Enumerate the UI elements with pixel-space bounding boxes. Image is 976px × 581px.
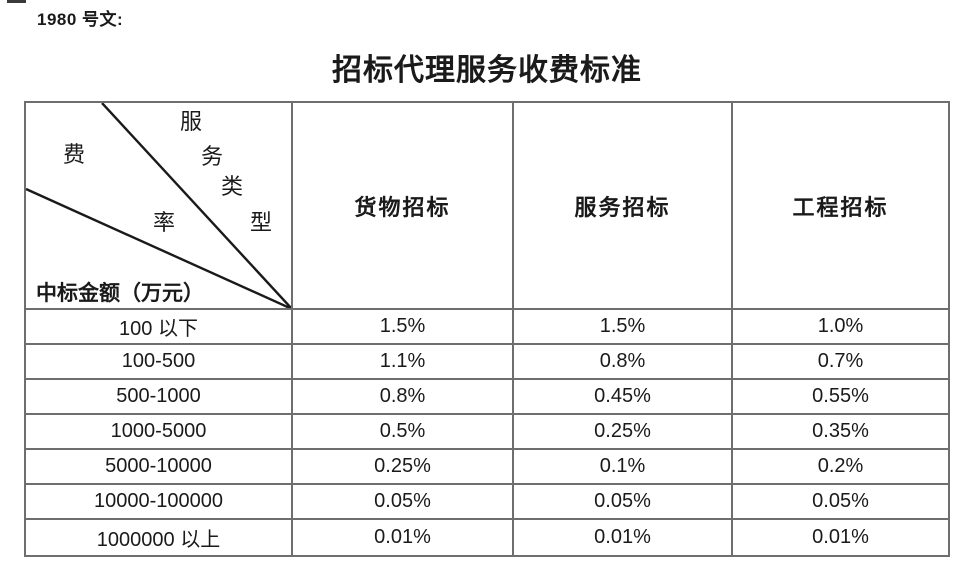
corner-diagonal-lines <box>26 103 291 308</box>
corner-type-axis-char: 型 <box>249 210 273 235</box>
services-rate-cell: 0.25% <box>514 415 733 450</box>
corner-rate-axis-char: 费 <box>62 142 86 167</box>
corner-rate-axis-char: 率 <box>152 210 176 235</box>
goods-rate-cell: 0.05% <box>293 485 514 520</box>
document-reference: 1980 号文: <box>37 10 124 29</box>
amount-range-cell: 1000000 以上 <box>26 520 293 555</box>
services-rate-cell: 0.05% <box>514 485 733 520</box>
engineering-rate-cell: 0.05% <box>733 485 948 520</box>
column-header-engineering: 工程招标 <box>733 103 948 310</box>
column-header-goods: 货物招标 <box>293 103 514 310</box>
corner-type-axis-char: 服 <box>179 109 203 134</box>
goods-rate-cell: 0.01% <box>293 520 514 555</box>
engineering-rate-cell: 0.35% <box>733 415 948 450</box>
amount-range-cell: 500-1000 <box>26 380 293 415</box>
fee-standard-table: 服 务 类 型 费 率 中标金额（万元） 货物招标 服务招标 工程招标 100 … <box>24 101 950 557</box>
engineering-rate-cell: 0.7% <box>733 345 948 380</box>
goods-rate-cell: 1.5% <box>293 310 514 345</box>
amount-range-cell: 5000-10000 <box>26 450 293 485</box>
engineering-rate-cell: 0.01% <box>812 526 869 548</box>
engineering-rate-cell: 1.0% <box>733 310 948 345</box>
page-title: 招标代理服务收费标准 <box>332 54 642 87</box>
column-header-services: 服务招标 <box>514 103 733 310</box>
amount-range-cell: 100-500 <box>26 345 293 380</box>
amount-range-cell: 10000-100000 <box>26 485 293 520</box>
table-corner-cell: 服 务 类 型 费 率 中标金额（万元） <box>26 103 293 310</box>
amount-range-cell: 100 以下 <box>26 310 293 345</box>
corner-row-axis-label: 中标金额（万元） <box>36 281 204 305</box>
engineering-rate-cell: 0.55% <box>733 380 948 415</box>
services-rate-cell: 0.45% <box>514 380 733 415</box>
goods-rate-cell: 0.25% <box>293 450 514 485</box>
goods-rate-cell: 0.5% <box>293 415 514 450</box>
goods-rate-cell: 0.8% <box>293 380 514 415</box>
services-rate-cell: 0.01% <box>514 520 733 555</box>
services-rate-cell: 0.1% <box>514 450 733 485</box>
engineering-rate-cell: 0.2% <box>733 450 948 485</box>
goods-rate-cell: 1.1% <box>293 345 514 380</box>
services-rate-cell: 1.5% <box>514 310 733 345</box>
services-rate-cell: 0.8% <box>514 345 733 380</box>
corner-type-axis-char: 类 <box>220 174 244 199</box>
corner-type-axis-char: 务 <box>200 144 224 169</box>
page-edge-mark <box>7 0 26 3</box>
amount-range-cell: 1000-5000 <box>26 415 293 450</box>
